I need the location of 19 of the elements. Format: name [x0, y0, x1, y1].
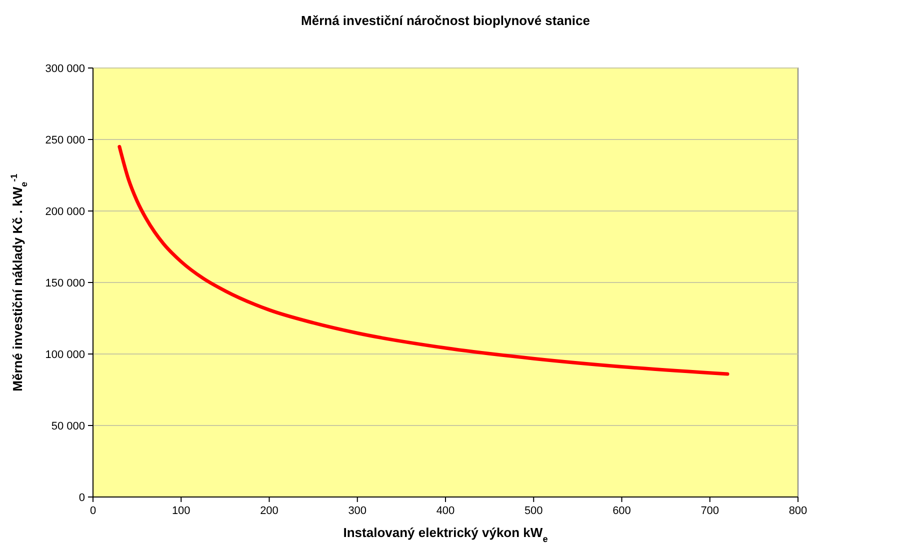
x-tick-label: 100 — [172, 505, 190, 517]
x-tick-label: 400 — [436, 505, 455, 517]
y-tick-label: 100 000 — [45, 349, 85, 361]
x-tick-label: 300 — [348, 505, 367, 517]
y-tick-label: 300 000 — [45, 63, 85, 75]
x-tick-label: 700 — [700, 505, 720, 517]
y-tick-label: 200 000 — [45, 206, 85, 218]
x-tick-label: 600 — [612, 505, 631, 517]
x-tick-label: 200 — [260, 505, 278, 517]
y-tick-label: 250 000 — [45, 134, 85, 146]
chart-title: Měrná investiční náročnost bioplynové stanice — [301, 13, 590, 28]
x-tick-label: 800 — [788, 505, 808, 517]
x-axis-title: Instalovaný elektrický výkon kW$_{e}$ — [343, 525, 548, 544]
y-tick-label: 50 000 — [51, 420, 85, 432]
y-tick-label: 0 — [78, 492, 85, 504]
x-tick-label: 0 — [90, 505, 96, 517]
x-tick-label: 500 — [524, 505, 543, 517]
y-tick-label: 150 000 — [45, 278, 85, 290]
line-series — [118, 144, 730, 376]
